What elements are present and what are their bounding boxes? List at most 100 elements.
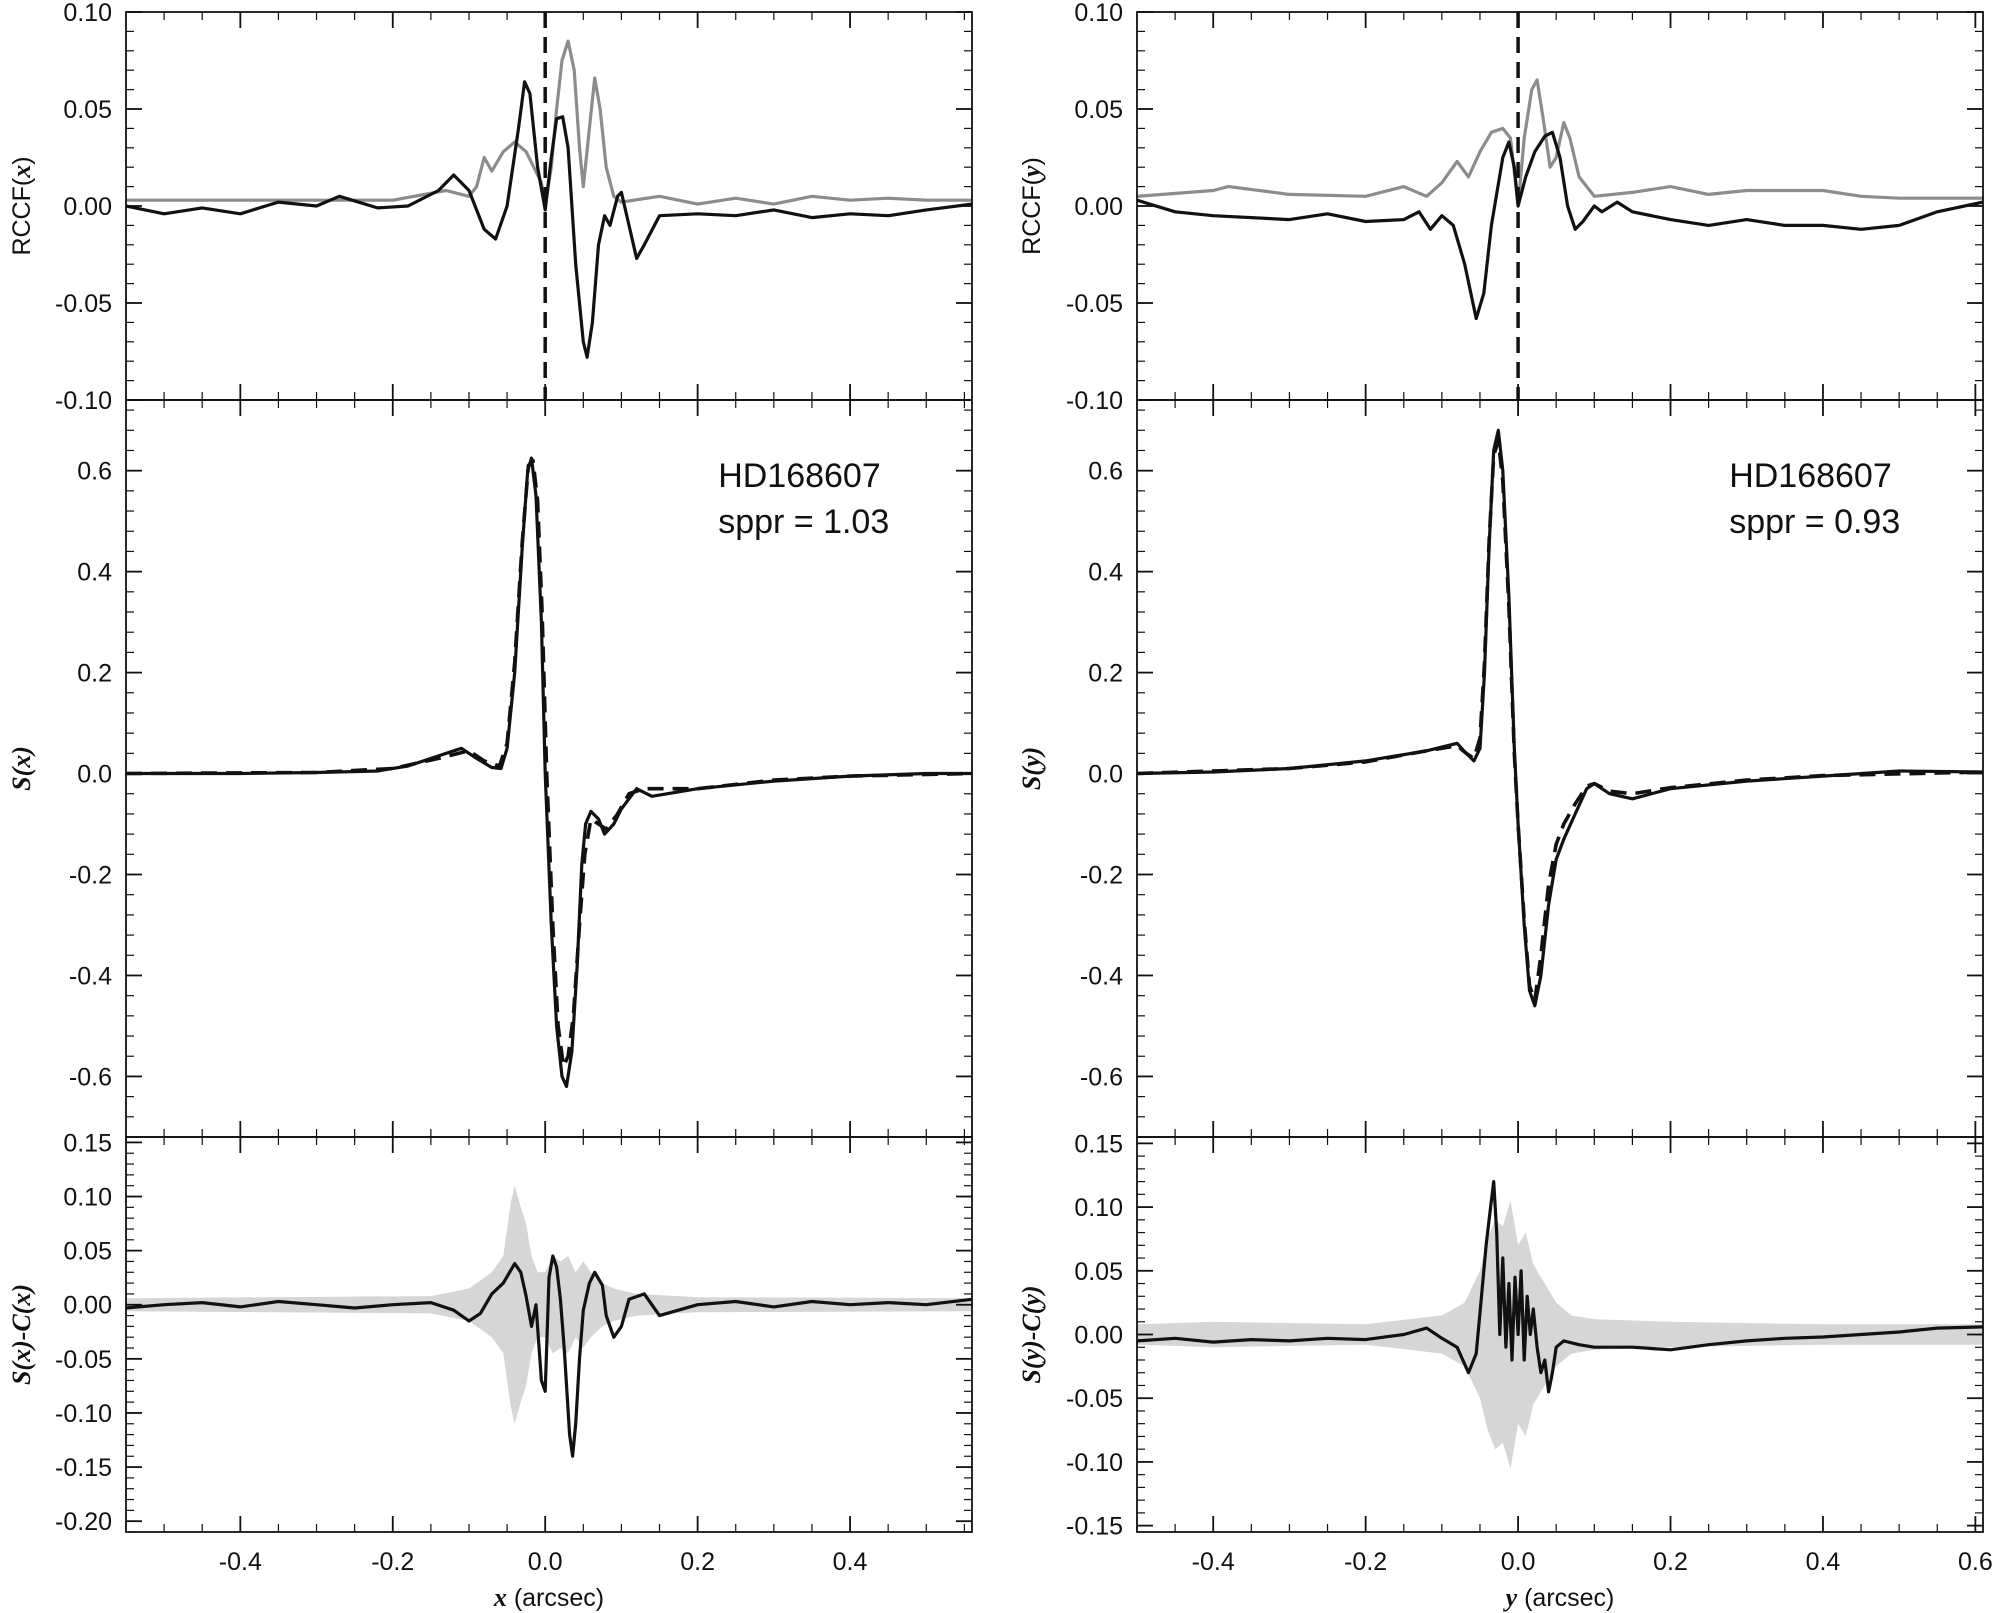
y-tick-label: -0.2 xyxy=(1080,862,1123,890)
s-measured-line xyxy=(126,456,972,1089)
y-tick-label: 0.4 xyxy=(1088,559,1123,587)
y-tick-label: 0.00 xyxy=(63,1292,112,1320)
y-tick-label: -0.4 xyxy=(1080,962,1123,990)
panel-mid-right: HD168607 sppr = 0.93 -0.6 -0.4 -0.2 0.0 0.2 0.4… xyxy=(1017,399,1984,1138)
y-tick-label: -0.2 xyxy=(69,862,112,890)
x-tick-label: 0.0 xyxy=(528,1548,563,1576)
annotation-sppr: sppr = 1.03 xyxy=(718,503,889,541)
y-tick-label: 0.2 xyxy=(77,660,112,688)
y-tick-label: 0.0 xyxy=(77,761,112,789)
annotation-sppr: sppr = 0.93 xyxy=(1729,503,1900,541)
y-label-suffix: ) xyxy=(8,156,36,164)
rccf-black-line xyxy=(126,80,972,359)
y-label-var: y xyxy=(1017,165,1046,180)
x-label-var: x xyxy=(493,1583,507,1612)
plot-area xyxy=(126,1185,972,1458)
x-tick-label: 0.0 xyxy=(1501,1548,1536,1576)
y-tick-label: 0.0 xyxy=(1088,761,1123,789)
y-tick-label: 0.6 xyxy=(77,458,112,486)
y-axis-label: RCCF(y) xyxy=(1017,157,1046,255)
x-axis-label: y (arcsec) xyxy=(1503,1583,1615,1612)
residual-line xyxy=(1137,1180,1983,1394)
uncertainty-band xyxy=(1137,1200,1983,1469)
plot-area xyxy=(1137,12,1983,400)
x-tick-label: 0.4 xyxy=(833,1548,868,1576)
y-label-var: x xyxy=(7,165,36,179)
y-tick-label: -0.6 xyxy=(1080,1063,1123,1091)
y-tick-label: 0.00 xyxy=(1074,193,1123,221)
y-tick-label: 0.10 xyxy=(63,0,112,27)
panel-top-right: -0.10 -0.05 0.00 0.05 0.10 RCCF(y) xyxy=(1017,0,1984,415)
panel-frame xyxy=(125,11,973,401)
y-axis-label: S(y) xyxy=(1017,747,1046,790)
s-measured-line xyxy=(1137,428,1983,1008)
x-tick-label: 0.4 xyxy=(1806,1548,1841,1576)
y-tick-label: 0.10 xyxy=(1074,0,1123,27)
y-label-suffix: ) xyxy=(1018,157,1046,165)
y-tick-label: 0.2 xyxy=(1088,660,1123,688)
y-tick-label: 0.05 xyxy=(63,1238,112,1266)
y-tick-label: 0.05 xyxy=(1074,1258,1123,1286)
chart-left: -0.10-0.050.000.050.10RCCF(x)HD168607spp… xyxy=(7,0,973,1612)
plot-area xyxy=(126,456,972,1089)
x-label-unit: (arcsec) xyxy=(1517,1584,1614,1612)
y-axis-label: S(y)-C(y) xyxy=(1017,1285,1046,1383)
panel-mid-left: HD168607 sppr = 1.03 -0.6 -0.4 -0.2 0.0 0.2 0.4… xyxy=(7,399,973,1138)
x-tick-label: -0.4 xyxy=(1192,1548,1235,1576)
y-tick-label: 0.4 xyxy=(77,559,112,587)
y-axis-label: S(x) xyxy=(7,746,36,791)
x-tick-label: 0.2 xyxy=(1653,1548,1688,1576)
y-label-prefix: RCCF( xyxy=(8,177,36,255)
residual-line xyxy=(126,1254,972,1458)
y-tick-label: 0.10 xyxy=(63,1184,112,1212)
y-tick-label: -0.4 xyxy=(69,962,112,990)
y-tick-label: -0.6 xyxy=(69,1063,112,1091)
x-tick-label: -0.2 xyxy=(371,1548,414,1576)
y-axis-label: S(x)-C(x) xyxy=(7,1284,36,1385)
x-tick-label: -0.4 xyxy=(219,1548,262,1576)
s-model-line xyxy=(126,458,972,1069)
annotation-star: HD168607 xyxy=(1729,457,1892,495)
x-tick-label: 0.2 xyxy=(680,1548,715,1576)
y-tick-label: -0.05 xyxy=(1066,290,1123,318)
y-tick-label: -0.05 xyxy=(55,1346,112,1374)
y-tick-label: -0.10 xyxy=(1066,387,1123,415)
chart-right: -0.10-0.050.000.050.10RCCF(y)HD168607spp… xyxy=(1017,0,1993,1612)
panel-frame xyxy=(1136,11,1984,401)
plot-area xyxy=(126,12,972,400)
y-tick-label: 0.05 xyxy=(1074,96,1123,124)
panel-top-left: -0.10 -0.05 0.00 0.05 0.10 RCCF(x) xyxy=(7,0,973,415)
x-axis-label: x (arcsec) xyxy=(493,1583,604,1612)
rccf-gray-line xyxy=(126,39,972,208)
y-tick-label: 0.15 xyxy=(63,1129,112,1157)
panel-frame xyxy=(125,1136,973,1533)
x-tick-label: 0.6 xyxy=(1958,1548,1993,1576)
y-tick-label: 0.15 xyxy=(1074,1130,1123,1158)
y-tick-label: -0.20 xyxy=(55,1508,112,1536)
x-label-var: y xyxy=(1503,1583,1518,1612)
y-tick-label: -0.15 xyxy=(1066,1513,1123,1541)
y-tick-label: -0.10 xyxy=(55,1400,112,1428)
y-tick-label: 0.6 xyxy=(1088,458,1123,486)
y-tick-label: 0.00 xyxy=(63,193,112,221)
x-tick-label: -0.2 xyxy=(1344,1548,1387,1576)
y-tick-label: -0.10 xyxy=(55,387,112,415)
y-tick-label: 0.00 xyxy=(1074,1322,1123,1350)
y-tick-label: -0.05 xyxy=(1066,1385,1123,1413)
y-axis-label: RCCF(x) xyxy=(7,156,36,255)
panel-bot-left: -0.20 -0.15 -0.10 -0.05 0.00 0.05 0.10 0.15 S(x)… xyxy=(7,1129,973,1536)
y-label-prefix: RCCF( xyxy=(1018,176,1046,254)
rccf-gray-line xyxy=(1137,78,1983,208)
plot-area xyxy=(1137,1180,1983,1469)
panel-bot-right: -0.15 -0.10 -0.05 0.00 0.05 0.10 0.15 S(y)-C(y) xyxy=(1017,1130,1984,1541)
y-tick-label: -0.10 xyxy=(1066,1449,1123,1477)
plot-area xyxy=(1137,428,1983,1008)
y-tick-label: -0.05 xyxy=(55,290,112,318)
x-label-unit: (arcsec) xyxy=(507,1584,604,1612)
annotation-star: HD168607 xyxy=(718,457,881,495)
rccf-black-line xyxy=(1137,130,1983,321)
y-tick-label: 0.05 xyxy=(63,96,112,124)
y-tick-label: 0.10 xyxy=(1074,1194,1123,1222)
y-tick-label: -0.15 xyxy=(55,1454,112,1482)
